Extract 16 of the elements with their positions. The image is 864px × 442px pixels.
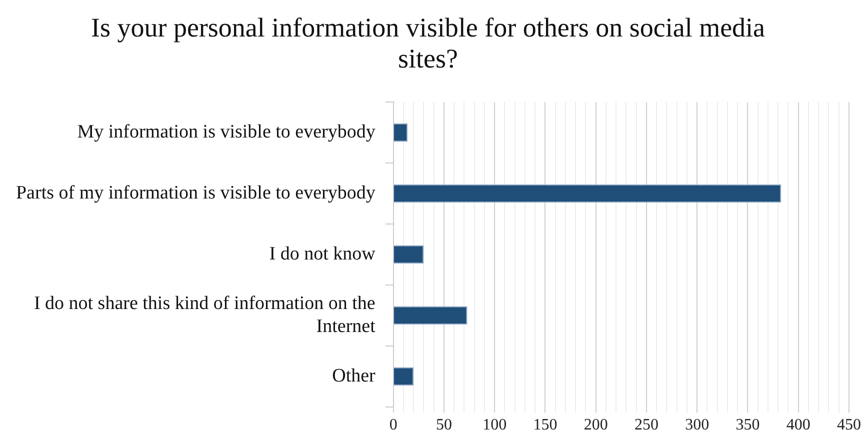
y-tick-label: My information is visible to everybody (77, 122, 376, 143)
y-tick-label: Parts of my information is visible to everybody (16, 182, 376, 204)
x-tick-label: 0 (389, 416, 398, 434)
x-tick-label: 50 (436, 416, 452, 434)
y-tick-label: Other (332, 365, 376, 386)
x-tick-label: 150 (533, 416, 558, 434)
x-tick-label: 350 (736, 416, 760, 434)
y-tick-label: I do not share this kind of information on the Internet (34, 292, 376, 337)
x-tick-label: 200 (584, 416, 608, 434)
x-tick-label: 450 (837, 416, 861, 434)
chart-title: Is your personal information visible for others on social media sites? (90, 12, 766, 74)
x-tick-label: 250 (634, 416, 658, 434)
y-tick-label: I do not know (269, 243, 376, 264)
x-tick-label: 400 (786, 416, 810, 434)
x-tick-label: 300 (685, 416, 710, 434)
x-tick-label: 100 (482, 416, 507, 434)
